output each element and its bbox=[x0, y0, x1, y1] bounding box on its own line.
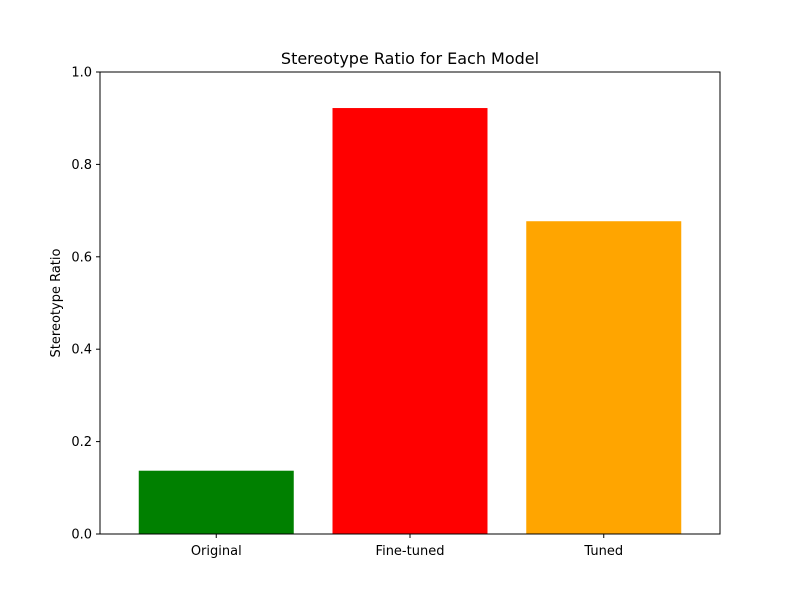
y-tick-label: 0.0 bbox=[71, 528, 92, 543]
y-tick-label: 0.8 bbox=[71, 158, 92, 173]
y-ticks-group: 0.0 0.2 0.4 0.6 0.8 1.0 bbox=[71, 66, 100, 543]
bar-fine-tuned bbox=[332, 108, 488, 534]
chart-title: Stereotype Ratio for Each Model bbox=[281, 49, 539, 68]
y-tick-label: 0.4 bbox=[71, 343, 92, 358]
x-tick-label: Original bbox=[191, 544, 242, 559]
y-tick-label: 0.6 bbox=[71, 250, 92, 265]
y-tick-label: 0.2 bbox=[71, 435, 92, 450]
bar-tuned bbox=[526, 221, 682, 535]
bars-group bbox=[138, 108, 682, 535]
plot-frame bbox=[99, 71, 721, 535]
x-tick-label: Tuned bbox=[583, 544, 623, 559]
x-ticks-group: Original Fine-tuned Tuned bbox=[191, 534, 623, 559]
y-axis-label: Stereotype Ratio bbox=[49, 249, 64, 358]
bar-original bbox=[138, 470, 294, 534]
y-tick-label: 1.0 bbox=[71, 66, 92, 81]
x-tick-label: Fine-tuned bbox=[376, 544, 445, 559]
